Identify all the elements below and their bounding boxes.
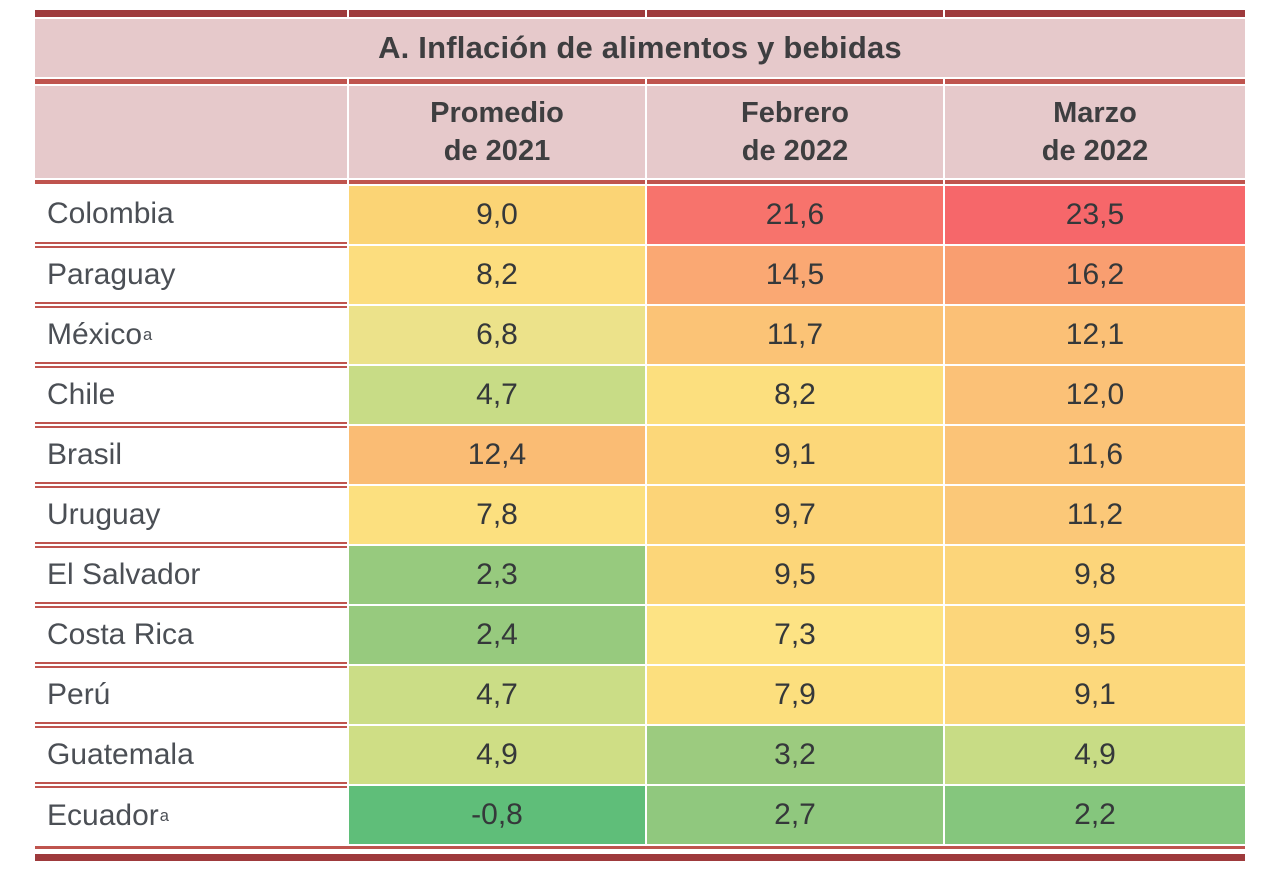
country-label: Brasil bbox=[47, 438, 123, 471]
country-label: Ecuador bbox=[47, 799, 159, 832]
table-foot bbox=[35, 846, 1245, 861]
value-cell: 9,1 bbox=[647, 426, 943, 484]
value-cell: 9,5 bbox=[647, 546, 943, 604]
country-label: Paraguay bbox=[47, 258, 176, 291]
value-cell: 8,2 bbox=[349, 246, 645, 304]
value-cell: 7,8 bbox=[349, 486, 645, 544]
bottom-rose-line bbox=[35, 846, 1245, 849]
column-header-line: Marzo bbox=[1053, 96, 1137, 129]
bottom-border bbox=[35, 854, 1245, 861]
column-header-febrero: Febrero de 2022 bbox=[647, 86, 943, 178]
top-border-segment bbox=[35, 10, 347, 17]
value-cell: 4,9 bbox=[349, 726, 645, 784]
title-separator-segment bbox=[35, 79, 347, 84]
top-border-segment bbox=[945, 10, 1245, 17]
country-label: Costa Rica bbox=[47, 618, 194, 651]
value-cell: 4,7 bbox=[349, 366, 645, 424]
value-cell: 9,1 bbox=[945, 666, 1245, 724]
value-cell: 2,7 bbox=[647, 786, 943, 844]
title-separator-segment bbox=[945, 79, 1245, 84]
value-cell: 9,7 bbox=[647, 486, 943, 544]
column-header-line: Febrero bbox=[741, 96, 849, 129]
header-separator-segment bbox=[35, 180, 347, 184]
country-cell: Chile bbox=[35, 366, 347, 424]
value-cell: 12,4 bbox=[349, 426, 645, 484]
country-label: Uruguay bbox=[47, 498, 161, 531]
inflation-table: A. Inflación de alimentos y bebidas Prom… bbox=[35, 10, 1245, 861]
country-cell: Costa Rica bbox=[35, 606, 347, 664]
header-separator-segment bbox=[647, 180, 943, 184]
value-cell: 4,9 bbox=[945, 726, 1245, 784]
country-cell: Guatemala bbox=[35, 726, 347, 784]
value-cell: 6,8 bbox=[349, 306, 645, 364]
value-cell: 3,2 bbox=[647, 726, 943, 784]
value-cell: 11,2 bbox=[945, 486, 1245, 544]
header-separator-segment bbox=[349, 180, 645, 184]
country-cell: Perú bbox=[35, 666, 347, 724]
value-cell: 4,7 bbox=[349, 666, 645, 724]
table-body: Colombia 9,0 21,6 23,5 Paraguay 8,2 14,5 16,2 Mé… bbox=[35, 186, 1245, 844]
country-label: Chile bbox=[47, 378, 116, 411]
value-cell: 11,7 bbox=[647, 306, 943, 364]
value-cell: 21,6 bbox=[647, 186, 943, 244]
country-label: Perú bbox=[47, 678, 111, 711]
top-border-segment bbox=[349, 10, 645, 17]
country-label: México bbox=[47, 318, 143, 351]
value-cell: 2,2 bbox=[945, 786, 1245, 844]
column-header-promedio: Promedio de 2021 bbox=[349, 86, 645, 178]
column-header-empty bbox=[35, 86, 347, 178]
country-cell: Paraguay bbox=[35, 246, 347, 304]
value-cell: 12,0 bbox=[945, 366, 1245, 424]
top-border-segment bbox=[647, 10, 943, 17]
value-cell: 9,5 bbox=[945, 606, 1245, 664]
country-cell: Colombia bbox=[35, 186, 347, 244]
header-separator-segment bbox=[945, 180, 1245, 184]
country-label: Colombia bbox=[47, 197, 174, 230]
value-cell: 7,3 bbox=[647, 606, 943, 664]
value-cell: 7,9 bbox=[647, 666, 943, 724]
country-cell: Brasil bbox=[35, 426, 347, 484]
value-cell: 23,5 bbox=[945, 186, 1245, 244]
value-cell: 16,2 bbox=[945, 246, 1245, 304]
value-cell: 9,8 bbox=[945, 546, 1245, 604]
value-cell: 14,5 bbox=[647, 246, 943, 304]
column-header-line: de 2021 bbox=[443, 135, 551, 167]
country-cell: Uruguay bbox=[35, 486, 347, 544]
country-label: El Salvador bbox=[47, 558, 201, 591]
value-cell: 11,6 bbox=[945, 426, 1245, 484]
value-cell: -0,8 bbox=[349, 786, 645, 844]
table-title: A. Inflación de alimentos y bebidas bbox=[35, 19, 1245, 77]
title-separator-segment bbox=[647, 79, 943, 84]
country-cell: México a bbox=[35, 306, 347, 364]
value-cell: 2,3 bbox=[349, 546, 645, 604]
table-head: A. Inflación de alimentos y bebidas Prom… bbox=[35, 10, 1245, 184]
country-cell: Ecuador a bbox=[35, 786, 347, 844]
column-header-marzo: Marzo de 2022 bbox=[945, 86, 1245, 178]
column-header-line: Promedio bbox=[430, 96, 564, 129]
value-cell: 12,1 bbox=[945, 306, 1245, 364]
country-cell: El Salvador bbox=[35, 546, 347, 604]
country-label: Guatemala bbox=[47, 738, 194, 771]
value-cell: 8,2 bbox=[647, 366, 943, 424]
column-header-line: de 2022 bbox=[741, 135, 849, 167]
value-cell: 2,4 bbox=[349, 606, 645, 664]
value-cell: 9,0 bbox=[349, 186, 645, 244]
title-separator-segment bbox=[349, 79, 645, 84]
column-header-line: de 2022 bbox=[1041, 135, 1149, 167]
